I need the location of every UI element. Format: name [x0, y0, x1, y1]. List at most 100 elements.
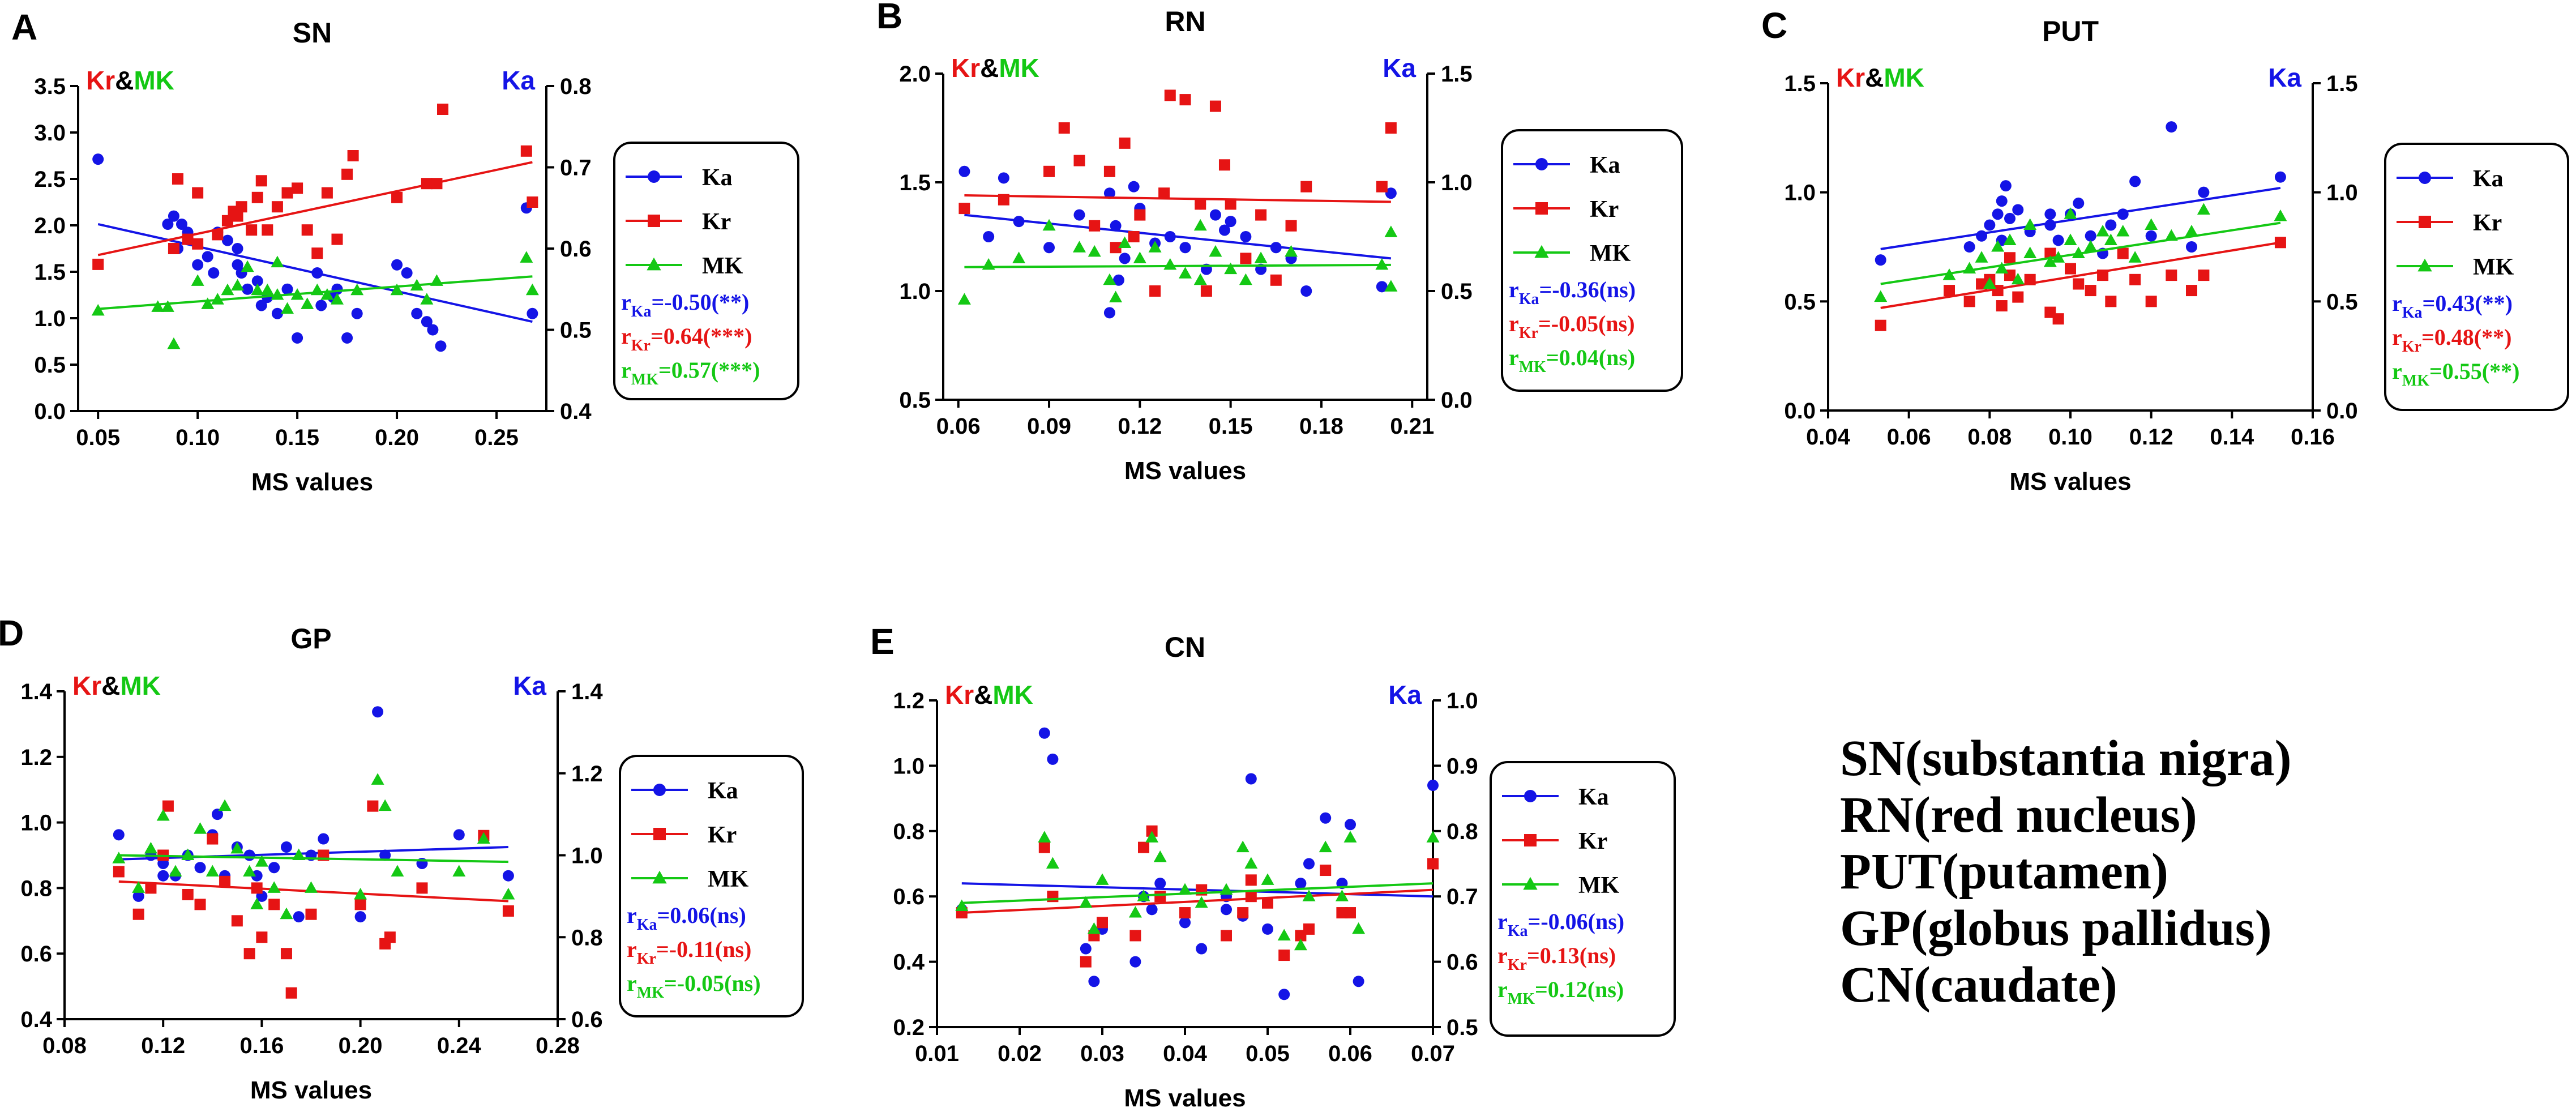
data-point [268, 899, 280, 910]
data-point [162, 218, 174, 230]
data-point [1134, 209, 1146, 221]
x-tick-label: 0.05 [76, 425, 120, 450]
legend-label: Ka [708, 778, 738, 804]
stat-part-2: =0.43(**) [2423, 290, 2513, 316]
data-point [162, 800, 174, 812]
data-point [321, 187, 333, 199]
data-point [176, 218, 187, 230]
data-point [228, 206, 239, 217]
data-point [1149, 285, 1161, 297]
data-point [1303, 858, 1315, 870]
y-left-tick-label: 0.8 [20, 876, 52, 901]
panel-letter: B [876, 0, 902, 36]
data-point [427, 324, 439, 336]
data-point [998, 172, 1009, 184]
stat-mk: rMK=-0.05(ns) [627, 970, 761, 1002]
stat-part-0: r [1509, 311, 1519, 336]
stat-part-1: Ka [1519, 290, 1539, 308]
note-gp: GP(globus pallidus) [1840, 900, 2272, 956]
data-point [212, 809, 224, 820]
series-ka [956, 727, 1439, 1000]
data-point [2117, 208, 2129, 220]
data-point [1109, 290, 1123, 303]
data-point [1088, 976, 1100, 987]
data-point [341, 332, 353, 344]
data-point [169, 865, 182, 876]
data-point [281, 283, 293, 295]
data-point [1038, 831, 1051, 843]
data-point [144, 841, 157, 854]
data-point [1080, 956, 1092, 968]
data-point [2104, 233, 2117, 245]
data-point [1335, 890, 1349, 901]
y-left-tick-label: 0.8 [893, 819, 925, 844]
data-point [1983, 277, 1996, 289]
legend-frame [1501, 129, 1683, 392]
data-point [1240, 231, 1252, 242]
data-point [211, 293, 224, 305]
legend: KaKrMKrKa=0.43(**)rKr=0.48(**)rMK=0.55(*… [2384, 143, 2569, 411]
axis-key-part-0: Kr [951, 53, 980, 83]
legend-label: Kr [1578, 828, 1607, 854]
y-left-tick-label: 1.2 [20, 745, 52, 770]
series-mk [112, 773, 515, 920]
data-point [2274, 171, 2286, 183]
data-point [351, 307, 363, 319]
region-abbreviation-notes: SN(substantia nigra) RN(red nucleus) PUT… [1840, 730, 2292, 1014]
data-point [1047, 753, 1059, 765]
y-left-tick-label: 1.4 [20, 679, 52, 704]
data-point [1128, 906, 1142, 918]
data-point [1254, 251, 1268, 263]
axis-key-part-2: MK [1884, 63, 1924, 92]
data-point [132, 881, 146, 893]
legend-marker [1524, 834, 1537, 846]
data-point [1245, 891, 1257, 903]
data-point [256, 931, 268, 943]
legend-marker [1535, 158, 1548, 170]
data-point [2043, 255, 2057, 267]
y-right-tick-label: 1.5 [1441, 62, 1473, 87]
x-tick-label: 0.06 [1887, 425, 1931, 450]
stat-part-0: r [627, 970, 637, 996]
data-point [2145, 296, 2157, 307]
data-point [194, 822, 207, 834]
data-point [1103, 187, 1115, 199]
data-point [219, 875, 231, 887]
y-right-tick-label: 0.5 [1441, 279, 1473, 304]
data-point [243, 948, 255, 960]
data-point [1244, 857, 1258, 869]
data-point [206, 865, 219, 876]
data-point [194, 899, 206, 910]
y-left-tick-label: 1.0 [899, 279, 931, 304]
x-axis-label: MS values [1124, 457, 1246, 485]
y-right-tick-label: 1.0 [2326, 181, 2358, 206]
data-point [191, 274, 204, 286]
stat-mk: rMK=0.55(**) [2392, 358, 2519, 390]
y-left-tick-label: 0.2 [893, 1015, 925, 1040]
y-right-tick-label: 0.0 [1441, 388, 1473, 413]
data-point [182, 888, 194, 900]
data-point [305, 908, 317, 920]
y-left-tick-label: 0.6 [893, 884, 925, 909]
data-point [1209, 245, 1222, 257]
stat-part-0: r [621, 323, 631, 349]
data-point [255, 300, 267, 311]
data-point [1255, 209, 1267, 221]
stat-part-1: MK [637, 984, 664, 1002]
data-point [1240, 253, 1252, 264]
data-point [2023, 246, 2037, 259]
legend: KaKrMKrKa=-0.06(ns)rKr=0.13(ns)rMK=0.12(… [1490, 761, 1676, 1037]
y-left-tick-label: 1.0 [1784, 181, 1816, 206]
data-point [1384, 225, 1398, 237]
data-point [1080, 943, 1092, 955]
stat-part-2: =-0.50(**) [652, 289, 750, 315]
data-point [2198, 270, 2210, 281]
data-point [132, 908, 144, 920]
data-point [268, 862, 280, 874]
fit-line [97, 223, 533, 323]
x-tick-label: 0.03 [1080, 1041, 1124, 1066]
stat-part-0: r [1497, 943, 1508, 968]
data-point [145, 882, 157, 894]
data-point [331, 233, 343, 245]
